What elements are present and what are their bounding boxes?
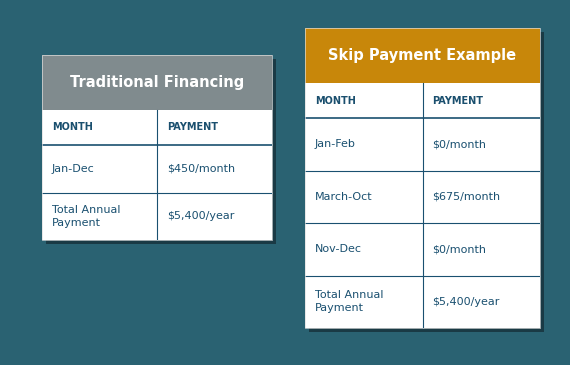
- Text: Total Annual: Total Annual: [52, 205, 120, 215]
- Text: $5,400/year: $5,400/year: [433, 297, 500, 307]
- FancyBboxPatch shape: [42, 55, 272, 240]
- Text: PAYMENT: PAYMENT: [167, 123, 218, 132]
- Text: MONTH: MONTH: [52, 123, 93, 132]
- Text: Total Annual: Total Annual: [315, 290, 384, 300]
- Text: Jan-Dec: Jan-Dec: [52, 164, 95, 174]
- Text: $450/month: $450/month: [167, 164, 235, 174]
- Text: Payment: Payment: [315, 303, 364, 313]
- Text: March-Oct: March-Oct: [315, 192, 373, 202]
- Text: MONTH: MONTH: [315, 96, 356, 105]
- Text: $675/month: $675/month: [433, 192, 500, 202]
- Text: Skip Payment Example: Skip Payment Example: [328, 48, 516, 63]
- FancyBboxPatch shape: [305, 28, 540, 83]
- Text: PAYMENT: PAYMENT: [433, 96, 483, 105]
- Text: $5,400/year: $5,400/year: [167, 211, 234, 221]
- FancyBboxPatch shape: [42, 55, 272, 110]
- FancyBboxPatch shape: [305, 28, 540, 328]
- FancyBboxPatch shape: [46, 59, 276, 244]
- Text: Jan-Feb: Jan-Feb: [315, 139, 356, 149]
- Text: $0/month: $0/month: [433, 139, 487, 149]
- FancyBboxPatch shape: [309, 32, 544, 332]
- Text: Nov-Dec: Nov-Dec: [315, 244, 362, 254]
- Text: Traditional Financing: Traditional Financing: [70, 75, 244, 90]
- Text: Payment: Payment: [52, 218, 101, 228]
- Text: $0/month: $0/month: [433, 244, 487, 254]
